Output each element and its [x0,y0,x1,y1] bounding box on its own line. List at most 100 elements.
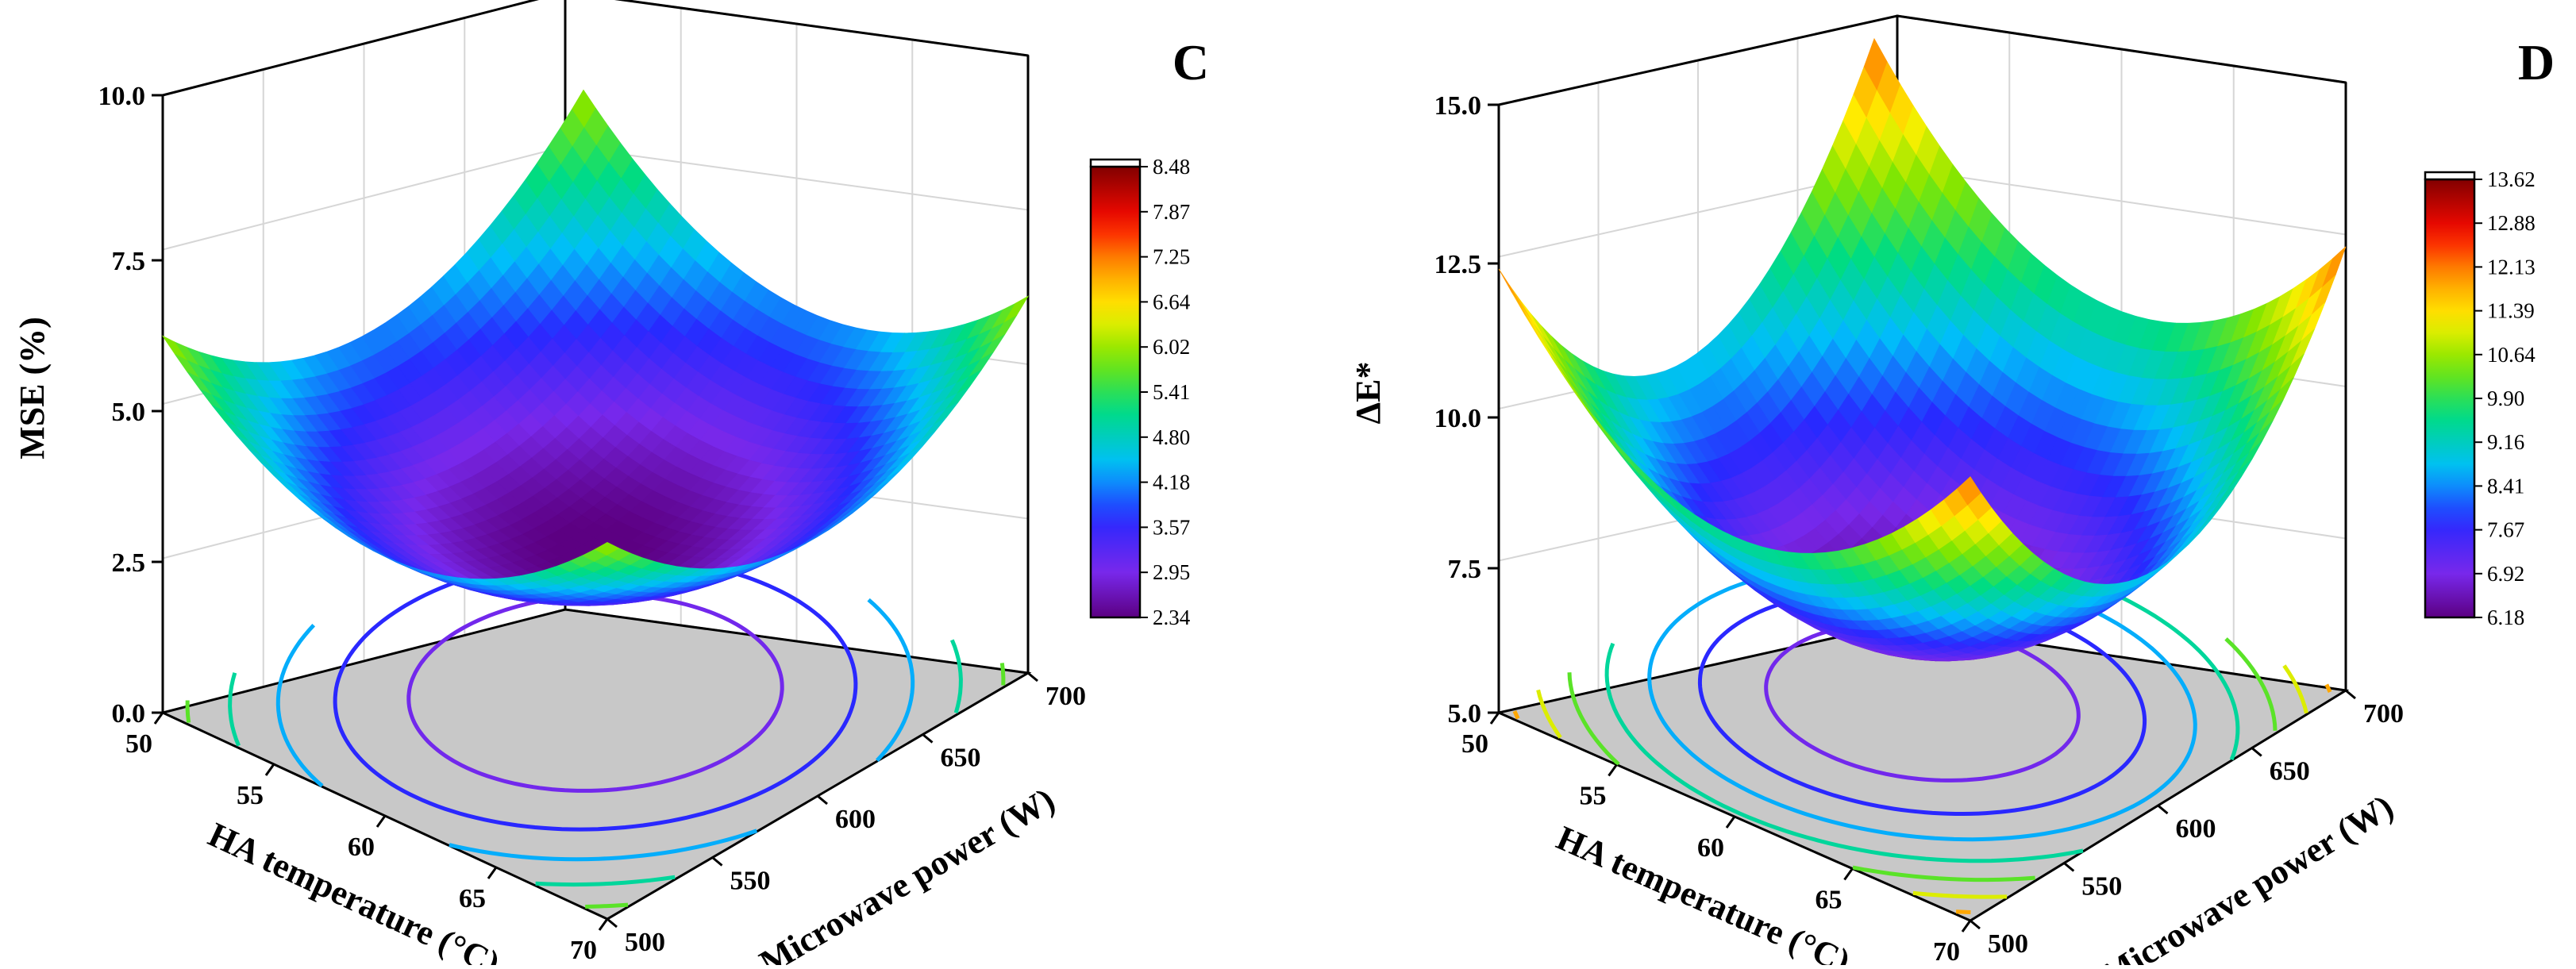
colorbar-tick-label: 3.57 [1153,515,1190,539]
x-tick-label: 60 [348,832,375,862]
y-tick-mark [2063,862,2075,872]
x-tick-mark [153,712,164,725]
y-tick-label: 650 [941,744,981,773]
contour-line [406,593,784,793]
y-tick-label: 550 [730,867,771,896]
contour-line [1956,909,1971,914]
y-tick-label: 550 [2081,872,2122,902]
z-tick-label: 10.0 [1434,404,1482,433]
contour-line [535,875,676,887]
x-tick-label: 55 [1580,782,1607,811]
z-axis-title: MSE (%) [13,317,52,460]
x-tick-label: 70 [570,936,597,965]
colorbar-tick-label: 2.34 [1153,606,1191,629]
contour-line [949,639,963,713]
contour-line [867,598,915,762]
x-tick-label: 50 [1461,729,1488,759]
colorbar-tick-label: 11.39 [2487,299,2535,323]
colorbar-tick-label: 6.64 [1153,290,1191,313]
top-frame-edge [1498,14,2347,106]
colorbar-tick-label: 6.92 [2487,562,2524,586]
gridline-z [162,145,566,251]
y-tick-mark [1970,919,1981,930]
y-tick-label: 500 [625,928,665,957]
contour-line [585,902,629,909]
y-tick-mark [711,856,723,867]
y-tick-mark [2251,747,2262,757]
panel-label: C [1172,34,1209,90]
z-tick-label: 15.0 [1434,91,1482,121]
y-tick-label: 700 [2363,699,2404,729]
x-tick-label: 60 [1697,833,1724,863]
colorbar-tick-label: 8.48 [1153,155,1190,179]
x-tick-mark [1843,867,1854,881]
z-tick-label: 2.5 [112,548,146,578]
colorbar-tick-label: 9.16 [2487,430,2524,454]
x-tick-mark [598,918,609,931]
z-axis-title: ΔE* [1349,362,1388,425]
gridline-z [564,145,1029,211]
x-tick-label: 65 [1816,886,1842,915]
contour-line [1604,642,2084,863]
y-tick-label: 600 [2176,814,2216,844]
y-tick-mark [2157,804,2169,815]
contour-line [228,672,241,747]
contour-line [1912,890,2008,899]
contour-line [1512,710,1520,720]
colorbar-tick-label: 4.80 [1153,425,1190,449]
contour-line [1536,689,1562,739]
z-tick-label: 0.0 [112,699,146,729]
colorbar-cap [2424,171,2476,181]
colorbar-tick-label: 7.87 [1153,200,1190,224]
x-tick-label: 65 [459,884,486,913]
response-surface [1498,37,2347,662]
z-tick-label: 5.0 [1448,699,1482,729]
x-tick-mark [487,867,498,879]
panel-label: D [2518,34,2555,90]
y-tick-label: 700 [1045,682,1086,711]
colorbar-tick-label: 8.41 [2487,474,2524,498]
top-frame-edge [162,0,1029,97]
z-tick-label: 5.0 [112,398,146,427]
colorbar-tick-label: 7.25 [1153,245,1190,269]
surface-patch [594,541,620,556]
colorbar-tick-label: 10.64 [2487,343,2536,367]
contour-line [1697,587,2147,816]
contour-line [999,663,1006,686]
x-tick-mark [375,815,387,828]
colorbar-tick-label: 6.18 [2487,606,2524,629]
contour-line [2282,664,2308,714]
z-tick-label: 12.5 [1434,250,1482,279]
y-tick-mark [922,733,934,744]
x-tick-mark [1489,712,1500,725]
x-tick-mark [1608,763,1618,777]
contour-line [275,624,324,788]
z-tick-label: 10.0 [98,82,146,111]
y-tick-label: 500 [1988,929,2028,959]
y-tick-mark [817,794,828,806]
colorbar-tick-label: 6.02 [1153,335,1190,359]
colorbar-tick-label: 7.67 [2487,518,2524,542]
colorbar-cap [1089,158,1142,168]
x-tick-mark [264,763,275,776]
colorbar-tick-label: 5.41 [1153,380,1190,404]
y-tick-mark [1027,671,1038,683]
contour-line [1647,561,2197,842]
colorbar [1089,165,1142,619]
colorbar-tick-label: 12.13 [2487,255,2536,279]
x-tick-label: 55 [237,781,264,810]
contour-line [185,700,191,723]
colorbar-tick-label: 2.95 [1153,560,1190,584]
colorbar-tick-label: 13.62 [2487,167,2536,191]
x-tick-mark [1961,920,1972,932]
contour-line [333,554,858,832]
y-tick-label: 650 [2270,757,2310,786]
y-tick-label: 600 [835,805,876,834]
x-tick-label: 50 [125,729,152,759]
colorbar-tick-label: 4.18 [1153,471,1190,494]
contour-line [449,829,758,862]
